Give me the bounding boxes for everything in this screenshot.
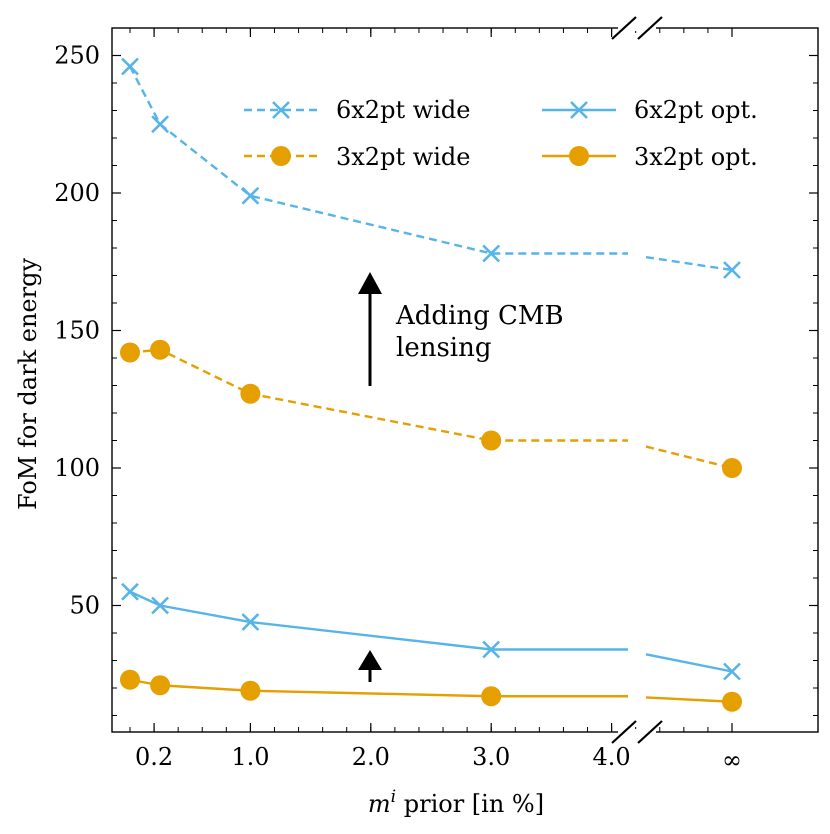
- point-six_wide-2-stroke-b: [241, 186, 260, 205]
- point-six_opt-0-stroke-b: [121, 582, 139, 601]
- point-three_opt-1: [150, 675, 171, 696]
- axes-frame: [111, 27, 819, 733]
- point-six_wide-1: [151, 115, 170, 134]
- series-line-inf-three_wide: [645, 445, 733, 470]
- axis-titles: FoM for dark energy mi prior [in %]: [14, 258, 544, 818]
- cmb-annotation-line2: lensing: [396, 333, 492, 363]
- point-six_opt-0: [121, 582, 139, 601]
- series-line-three_opt: [129, 678, 628, 698]
- legend-label-three-wide: 3x2pt wide: [336, 143, 471, 171]
- axis-break-gap-0: [618, 25, 656, 31]
- point-six_opt-1-stroke-b: [151, 596, 170, 615]
- x-axis-title-rest: prior [in %]: [396, 790, 544, 818]
- x-axis-title: mi prior [in %]: [368, 787, 544, 818]
- x-axis-title-sup: i: [391, 787, 396, 807]
- point-six_wide-inf-stroke-b: [723, 261, 741, 279]
- legend: 6x2pt wide 3x2pt wide 6x2pt opt. 3x2pt o…: [244, 96, 758, 171]
- point-three_wide-inf: [722, 458, 742, 478]
- point-three_wide-1: [150, 339, 171, 360]
- series-line-three_wide: [129, 348, 628, 442]
- axes-frame-group: 0.2 1.0 2.0 3.0 4.0 ∞ 50 100 150 200 250: [54, 16, 819, 774]
- legend-handle-marker-six_opt-stroke-b: [570, 101, 588, 119]
- point-six_opt-inf: [723, 662, 741, 681]
- axis-break-mark-b-0: [637, 16, 663, 40]
- cmb-arrow-large-head: [358, 272, 382, 294]
- point-three_wide-2: [240, 383, 261, 404]
- point-three_opt-2: [240, 680, 261, 701]
- x-tick-label-1: 1.0: [231, 743, 269, 771]
- axis-break-gap-1: [618, 729, 656, 735]
- point-six_opt-3-stroke-b: [482, 640, 501, 659]
- point-six_wide-0-stroke-b: [121, 57, 139, 76]
- annotation-group: Adding CMB lensing: [358, 272, 564, 682]
- point-three_wide-3: [481, 430, 502, 451]
- point-six_opt-inf-stroke-b: [723, 662, 741, 681]
- legend-handle-marker-six_opt: [570, 101, 588, 119]
- y-tick-label-0: 50: [69, 592, 100, 620]
- series-line-six_opt: [129, 590, 628, 651]
- axis-break-mark-b-1: [637, 720, 663, 744]
- x-axis-title-var: m: [368, 790, 391, 818]
- y-tick-label-4: 250: [54, 42, 100, 70]
- point-six_opt-1: [151, 596, 170, 615]
- y-tick-label-1: 100: [54, 454, 100, 482]
- point-six_wide-1-stroke-b: [151, 115, 170, 134]
- x-tick-label-3: 3.0: [472, 743, 510, 771]
- point-six_wide-3-stroke-b: [482, 244, 501, 263]
- x-tick-label-5: ∞: [722, 746, 742, 774]
- legend-handle-marker-six_wide: [272, 101, 290, 119]
- cmb-annotation-line1: Adding CMB: [395, 301, 564, 331]
- axis-break-mark-a-1: [611, 720, 637, 744]
- point-six_opt-3: [482, 640, 501, 659]
- cmb-arrow-small-head: [358, 650, 382, 670]
- point-three_opt-inf: [722, 691, 742, 712]
- series-line-inf-three_opt: [645, 696, 733, 703]
- point-three_wide-0: [120, 342, 140, 363]
- point-six_opt-2: [241, 613, 260, 631]
- point-six_wide-3: [482, 244, 501, 263]
- series-line-inf-six_wide: [645, 255, 733, 272]
- legend-handle-marker-six_wide-stroke-b: [272, 101, 290, 119]
- legend-label-six-opt: 6x2pt opt.: [634, 96, 758, 124]
- legend-handle-marker-three_wide: [271, 146, 291, 166]
- point-six_wide-2: [241, 186, 260, 205]
- point-six_wide-inf: [723, 261, 741, 279]
- x-tick-label-4: 4.0: [593, 743, 631, 771]
- point-three_opt-0: [120, 669, 140, 690]
- y-tick-label-2: 150: [54, 317, 100, 345]
- y-axis-title: FoM for dark energy: [14, 258, 42, 510]
- series-line-six_wide: [128, 65, 628, 255]
- point-three_opt-3: [481, 686, 502, 707]
- point-six_wide-0: [121, 57, 139, 76]
- legend-label-three-opt: 3x2pt opt.: [634, 143, 758, 171]
- series-group: [120, 57, 742, 712]
- y-tick-label-3: 200: [54, 179, 100, 207]
- x-tick-label-2: 2.0: [352, 743, 390, 771]
- legend-label-six-wide: 6x2pt wide: [336, 96, 471, 124]
- legend-handle-marker-three_opt: [569, 146, 589, 166]
- axis-break-mark-a-0: [611, 16, 637, 40]
- series-line-inf-six_opt: [645, 653, 733, 673]
- point-six_opt-2-stroke-b: [241, 613, 260, 631]
- x-tick-label-0: 0.2: [135, 743, 173, 771]
